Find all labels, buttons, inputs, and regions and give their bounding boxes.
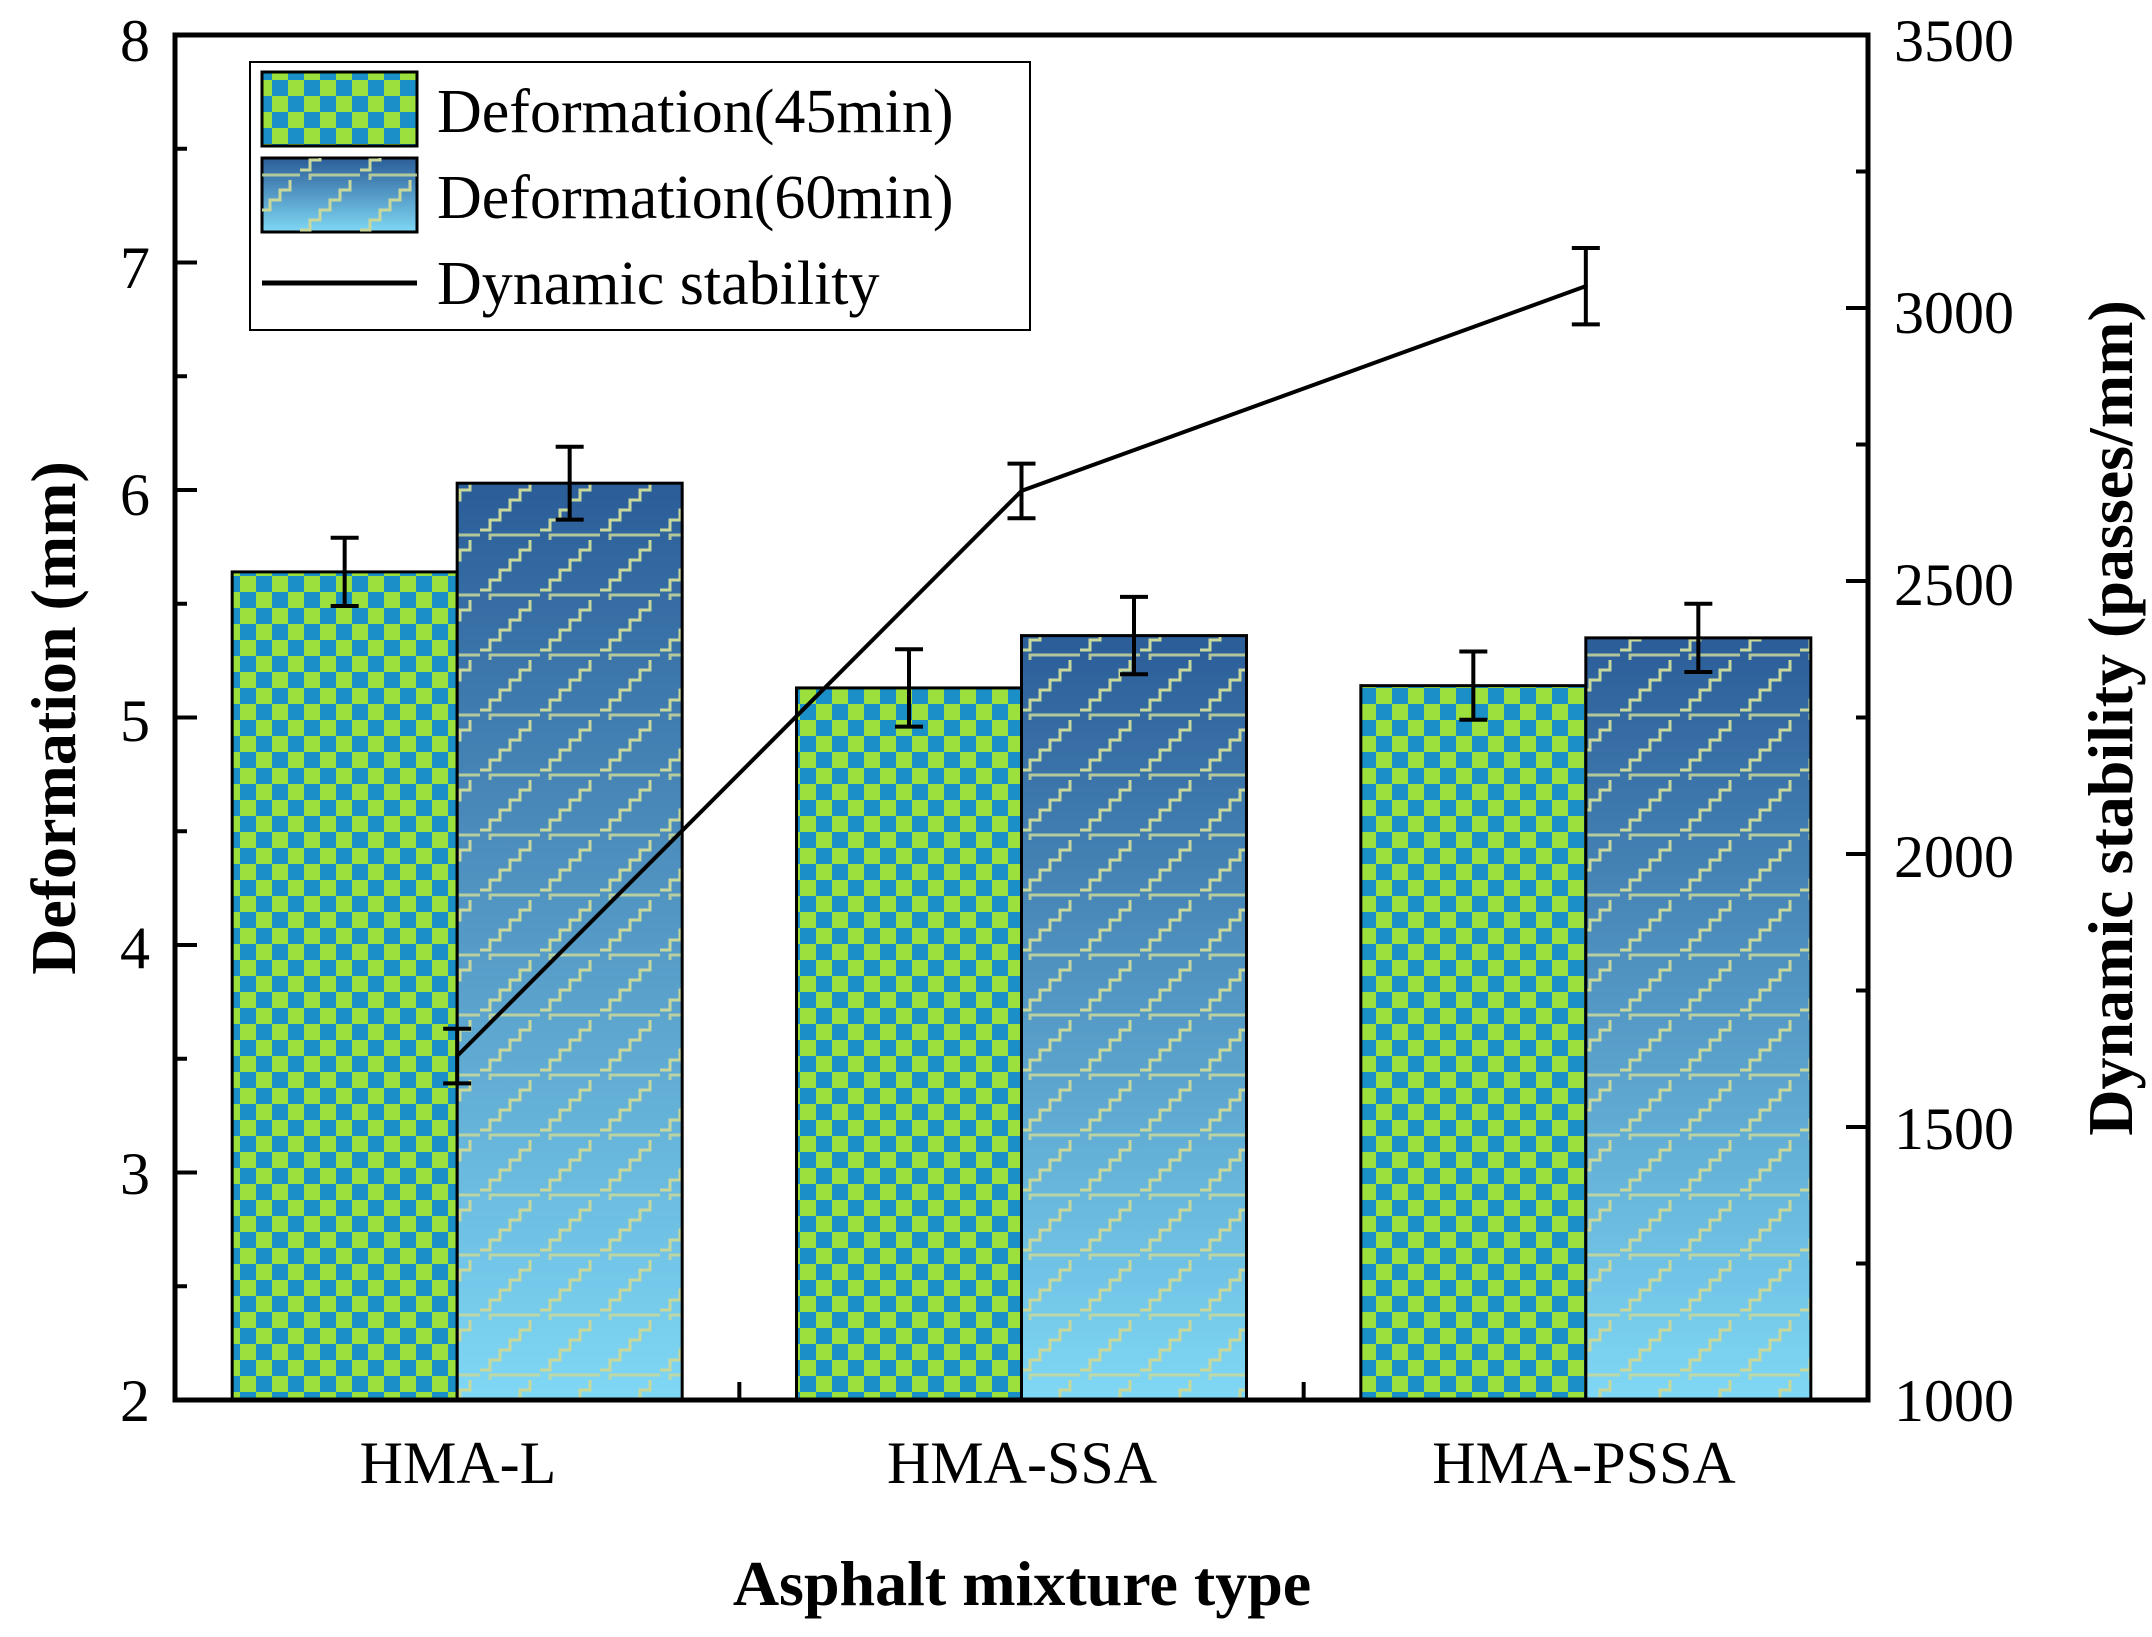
legend-swatch-45min bbox=[260, 70, 419, 148]
legend-swatch-60min-pattern bbox=[262, 158, 417, 232]
legend-label-45min: Deformation(45min) bbox=[437, 78, 954, 146]
right-axis-title: Dynamic stability (passes/mm) bbox=[2075, 300, 2146, 1136]
left-tick-label: 5 bbox=[120, 688, 150, 754]
legend: Deformation(45min) Deformation(60min) Dy… bbox=[249, 61, 1031, 331]
left-tick-label: 4 bbox=[120, 915, 150, 981]
x-axis-title: Asphalt mixture type bbox=[733, 1548, 1311, 1619]
legend-label-60min: Deformation(60min) bbox=[437, 164, 954, 232]
right-tick-label: 3000 bbox=[1894, 280, 2014, 346]
bar-45min bbox=[1359, 684, 1588, 1402]
category-label: HMA-L bbox=[360, 1430, 557, 1496]
bar-45min bbox=[230, 570, 459, 1402]
bar-60min bbox=[1020, 634, 1248, 1402]
left-tick-label: 7 bbox=[120, 235, 150, 301]
left-tick-label: 8 bbox=[120, 8, 150, 74]
right-tick-label: 1500 bbox=[1894, 1096, 2014, 1162]
bar-45min bbox=[795, 686, 1023, 1402]
left-tick-label: 2 bbox=[120, 1368, 150, 1434]
right-tick-label: 2000 bbox=[1894, 824, 2014, 890]
right-axis-tick-labels: 1000 1500 2000 2500 3000 3500 bbox=[1894, 8, 2014, 1434]
left-axis-tick-labels: 2 3 4 5 6 7 8 bbox=[120, 8, 150, 1434]
right-tick-label: 3500 bbox=[1894, 8, 2014, 74]
left-axis-title: Deformation (mm) bbox=[18, 461, 89, 975]
left-tick-label: 3 bbox=[120, 1141, 150, 1207]
left-tick-label: 6 bbox=[120, 462, 150, 528]
bar-60min bbox=[1584, 636, 1813, 1402]
plot-area bbox=[172, 32, 1871, 1403]
category-label: HMA-PSSA bbox=[1432, 1430, 1735, 1496]
right-tick-label: 1000 bbox=[1894, 1368, 2014, 1434]
right-tick-label: 2500 bbox=[1894, 552, 2014, 618]
category-label: HMA-SSA bbox=[887, 1430, 1157, 1496]
x-axis-tick-labels: HMA-L HMA-SSA HMA-PSSA bbox=[360, 1430, 1736, 1496]
legend-label-dynamic-stability: Dynamic stability bbox=[437, 250, 880, 318]
